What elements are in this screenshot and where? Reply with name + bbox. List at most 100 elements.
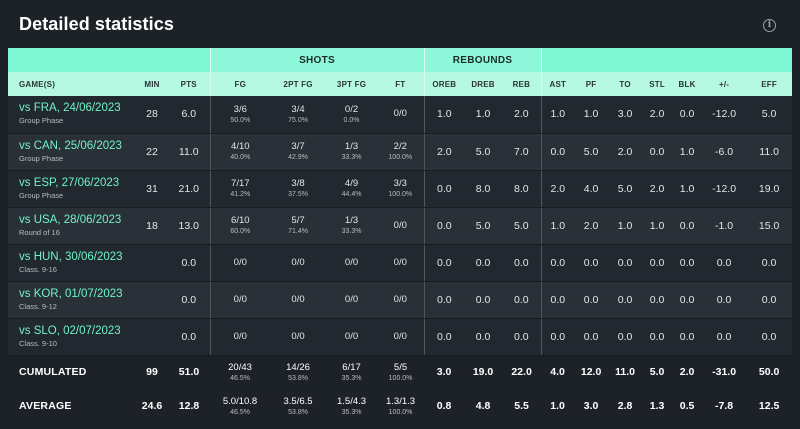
fg2-made: 3/8	[291, 178, 305, 189]
game-row: vs FRA, 24/06/2023 Group Phase 28 6.0 3/…	[8, 96, 793, 134]
blk-cell: 0.0	[672, 244, 703, 282]
pf-cell: 2.0	[574, 207, 609, 245]
min-cell	[136, 281, 168, 319]
column-header: PF	[574, 72, 609, 96]
fg2-pct: 71.4%	[288, 228, 308, 235]
dreb-cell: 8.0	[464, 170, 503, 208]
fg3-made: 1/3	[344, 215, 359, 226]
fg2-made: 3/4	[291, 103, 305, 115]
stl-cell: 1.3	[642, 389, 673, 423]
stl-cell: 1.0	[642, 207, 673, 245]
ft-cell: 5/5 100.0%	[377, 355, 425, 389]
pf-cell: 12.0	[574, 355, 609, 389]
fg3-made: 0/0	[344, 256, 359, 268]
game-link[interactable]: vs ESP, 27/06/2023	[19, 176, 120, 189]
ft-made: 3/3	[393, 178, 407, 189]
fg-cell: 4/10 40.0%	[209, 133, 271, 171]
game-row: vs USA, 28/06/2023 Round of 16 18 13.0 6…	[8, 207, 793, 245]
eff-cell: 0.0	[746, 281, 793, 319]
fg3-pct: 33.3%	[341, 154, 362, 161]
dreb-cell: 0.0	[464, 281, 503, 319]
fg3-cell: 0/0	[326, 244, 378, 282]
eff-cell: 0.0	[746, 244, 793, 282]
ft-pct: 100.0%	[388, 408, 413, 416]
fg-cell: 6/10 60.0%	[209, 207, 271, 245]
ast-cell: 1.0	[540, 207, 575, 245]
to-cell: 0.0	[608, 281, 643, 319]
fg-made: 5.0/10.8	[222, 395, 258, 407]
game-link[interactable]: vs SLO, 02/07/2023	[19, 324, 121, 337]
fg-cell: 20/43 46.5%	[210, 355, 271, 389]
to-cell: 5.0	[608, 170, 643, 208]
fg2-made: 3.5/6.5	[283, 395, 313, 407]
fg3-made: 0/0	[344, 330, 359, 342]
column-header: FG	[209, 72, 271, 96]
blk-cell: 2.0	[672, 355, 703, 389]
game-row: vs ESP, 27/06/2023 Group Phase 31 21.0 7…	[8, 170, 793, 208]
fg-cell: 7/17 41.2%	[209, 170, 271, 208]
info-circle-icon[interactable]: i	[763, 19, 776, 32]
ft-cell: 0/0	[377, 318, 425, 356]
plus-minus-cell: -6.0	[702, 133, 747, 171]
plus-minus-cell: 0.0	[702, 281, 747, 319]
dreb-cell: 1.0	[464, 96, 503, 134]
fg2-cell: 3/7 42.9%	[270, 133, 327, 171]
game-link[interactable]: vs CAN, 25/06/2023	[19, 139, 122, 152]
min-cell: 99	[136, 355, 168, 389]
fg2-cell: 5/7 71.4%	[270, 207, 327, 245]
pts-cell: 11.0	[168, 133, 211, 171]
fg3-cell: 0/0	[326, 318, 378, 356]
to-cell: 1.0	[608, 207, 643, 245]
ft-made: 0/0	[393, 330, 407, 342]
fg2-made: 3/7	[291, 141, 305, 152]
ft-made: 2/2	[393, 141, 407, 152]
fg2-pct: 53.8%	[288, 408, 308, 416]
fg2-pct: 53.8%	[288, 374, 308, 382]
column-header: DREB	[464, 72, 503, 96]
group-header-blank	[540, 48, 793, 72]
dreb-cell: 0.0	[464, 318, 503, 356]
reb-cell: 0.0	[502, 244, 542, 282]
blk-cell: 0.0	[672, 318, 703, 356]
dreb-cell: 5.0	[464, 133, 503, 171]
to-cell: 3.0	[608, 96, 643, 134]
game-link[interactable]: vs KOR, 01/07/2023	[19, 287, 123, 300]
ft-made: 1.3/1.3	[386, 395, 416, 407]
reb-cell: 0.0	[502, 318, 542, 356]
pf-cell: 3.0	[574, 389, 609, 423]
fg3-made: 4/9	[344, 178, 359, 189]
game-cell: vs HUN, 30/06/2023 Class. 9-16	[8, 244, 136, 282]
game-phase: Group Phase	[19, 153, 64, 163]
group-header-blank	[8, 48, 211, 72]
fg3-cell: 1/3 33.3%	[326, 207, 378, 245]
fg-made: 4/10	[231, 141, 250, 152]
game-link[interactable]: vs FRA, 24/06/2023	[19, 102, 121, 115]
plus-minus-cell: -1.0	[702, 207, 747, 245]
fg-pct: 60.0%	[230, 228, 251, 235]
fg2-made: 0/0	[291, 256, 305, 268]
dreb-cell: 4.8	[464, 389, 503, 423]
stl-cell: 0.0	[642, 281, 673, 319]
oreb-cell: 3.0	[424, 355, 465, 389]
dreb-cell: 0.0	[464, 244, 503, 282]
game-phase: Round of 16	[19, 227, 60, 237]
fg3-pct: 44.4%	[341, 191, 362, 198]
eff-cell: 12.5	[746, 389, 793, 423]
plus-minus-cell: -12.0	[702, 170, 747, 208]
oreb-cell: 0.0	[423, 244, 465, 282]
ft-made: 0/0	[393, 108, 407, 120]
column-header: 3PT FG	[326, 72, 378, 96]
game-link[interactable]: vs USA, 28/06/2023	[19, 213, 122, 226]
fg-pct: 50.0%	[230, 116, 251, 124]
fg-pct: 40.0%	[230, 154, 251, 161]
dreb-cell: 19.0	[464, 355, 503, 389]
column-header: STL	[642, 72, 673, 96]
pts-cell: 12.8	[168, 389, 211, 423]
column-header: OREB	[423, 72, 465, 96]
game-link[interactable]: vs HUN, 30/06/2023	[19, 250, 123, 263]
pts-cell: 0.0	[168, 318, 211, 356]
min-cell	[136, 244, 168, 282]
pts-cell: 0.0	[168, 281, 211, 319]
to-cell: 0.0	[608, 318, 643, 356]
